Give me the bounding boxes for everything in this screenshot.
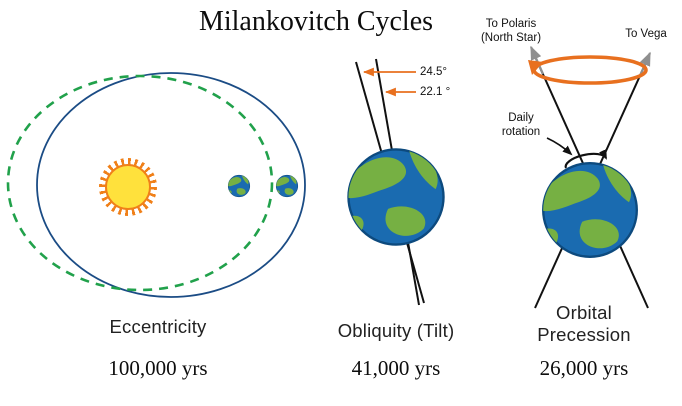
earth-obliquity bbox=[345, 146, 444, 245]
precession-label-line2: Precession bbox=[537, 324, 631, 345]
eccentricity-label: Eccentricity bbox=[109, 316, 207, 337]
tilt-angle-max-label: 24.5° bbox=[420, 66, 447, 78]
earth-precession bbox=[539, 159, 637, 256]
precession-arrowhead bbox=[528, 60, 543, 75]
polaris-arrow bbox=[529, 45, 545, 75]
earth-small-inner bbox=[227, 174, 250, 197]
daily-rotation-pointer-arrow bbox=[546, 137, 573, 156]
precession-period: 26,000 yrs bbox=[539, 356, 629, 380]
north-star-label: (North Star) bbox=[480, 32, 542, 44]
to-polaris-label: To Polaris bbox=[485, 18, 537, 30]
eccentricity-panel-graphics bbox=[6, 72, 306, 298]
daily-rotation-label-line2: rotation bbox=[501, 126, 541, 138]
circular-orbit-ellipse bbox=[36, 72, 306, 298]
earth-small-outer bbox=[275, 174, 298, 197]
to-vega-label: To Vega bbox=[625, 28, 667, 40]
daily-rotation-loop bbox=[564, 149, 607, 169]
obliquity-label: Obliquity (Tilt) bbox=[337, 320, 455, 341]
precession-panel-graphics bbox=[528, 45, 652, 309]
precession-circle bbox=[532, 55, 648, 85]
obliquity-period: 41,000 yrs bbox=[351, 356, 441, 380]
eccentric-orbit-dashed-ellipse bbox=[6, 74, 274, 292]
eccentricity-period: 100,000 yrs bbox=[108, 356, 208, 380]
obliquity-panel-graphics bbox=[345, 58, 444, 306]
sun-icon bbox=[105, 164, 151, 210]
precession-label-line1: Orbital bbox=[556, 302, 612, 323]
page-title: Milankovitch Cycles bbox=[198, 6, 434, 37]
tilt-angle-min-label: 22.1 ° bbox=[420, 86, 451, 98]
daily-rotation-label-line1: Daily bbox=[508, 112, 534, 124]
